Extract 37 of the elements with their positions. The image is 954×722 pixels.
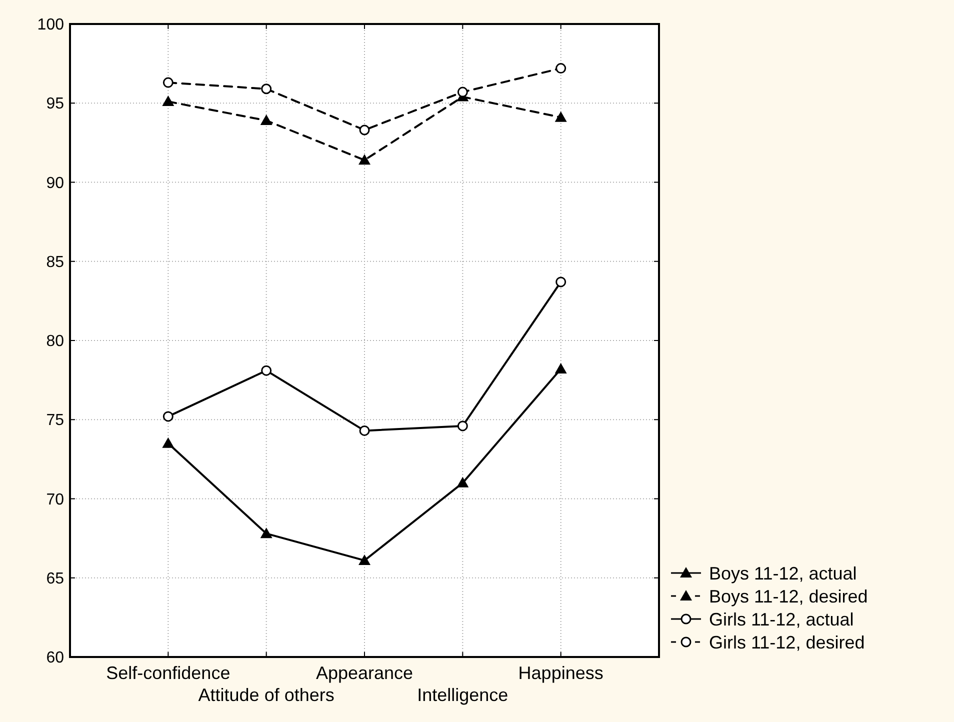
point bbox=[359, 425, 370, 436]
point bbox=[261, 84, 272, 94]
x-tick-label: Self-confidence bbox=[106, 663, 230, 683]
point bbox=[556, 276, 566, 288]
legend-label: Girls 11-12, desired bbox=[709, 632, 865, 652]
point bbox=[358, 554, 370, 565]
point bbox=[162, 96, 174, 106]
y-tick-label: 80 bbox=[46, 333, 64, 350]
legend-label: Girls 11-12, actual bbox=[709, 609, 854, 630]
legend-label: Boys 11-12, actual bbox=[709, 563, 857, 584]
y-tick-label: 75 bbox=[46, 412, 64, 430]
x-tick-label: Intelligence bbox=[417, 685, 508, 705]
y-tick-label: 60 bbox=[46, 650, 64, 667]
point bbox=[456, 476, 469, 488]
point bbox=[260, 114, 272, 126]
y-tick-label: 95 bbox=[46, 96, 64, 113]
point bbox=[162, 77, 174, 88]
point bbox=[359, 124, 370, 136]
x-tick-label: Attitude of others bbox=[198, 685, 334, 705]
point bbox=[358, 154, 370, 165]
point bbox=[162, 437, 174, 448]
point bbox=[261, 365, 272, 376]
x-tick-label: Appearance bbox=[316, 663, 414, 683]
legend-label: Boys 11-12, desired bbox=[709, 586, 868, 606]
point bbox=[260, 528, 272, 538]
point bbox=[457, 86, 468, 98]
x-tick-label: Happiness bbox=[518, 663, 604, 683]
y-tick-label: 70 bbox=[46, 491, 64, 508]
y-tick-label: 65 bbox=[46, 570, 64, 588]
y-tick-label: 90 bbox=[46, 174, 64, 192]
point bbox=[554, 111, 567, 122]
y-tick-label: 85 bbox=[46, 254, 64, 271]
point bbox=[162, 411, 174, 422]
point bbox=[556, 63, 566, 74]
point bbox=[554, 362, 567, 374]
y-tick-label: 100 bbox=[37, 16, 64, 34]
point bbox=[457, 420, 468, 432]
